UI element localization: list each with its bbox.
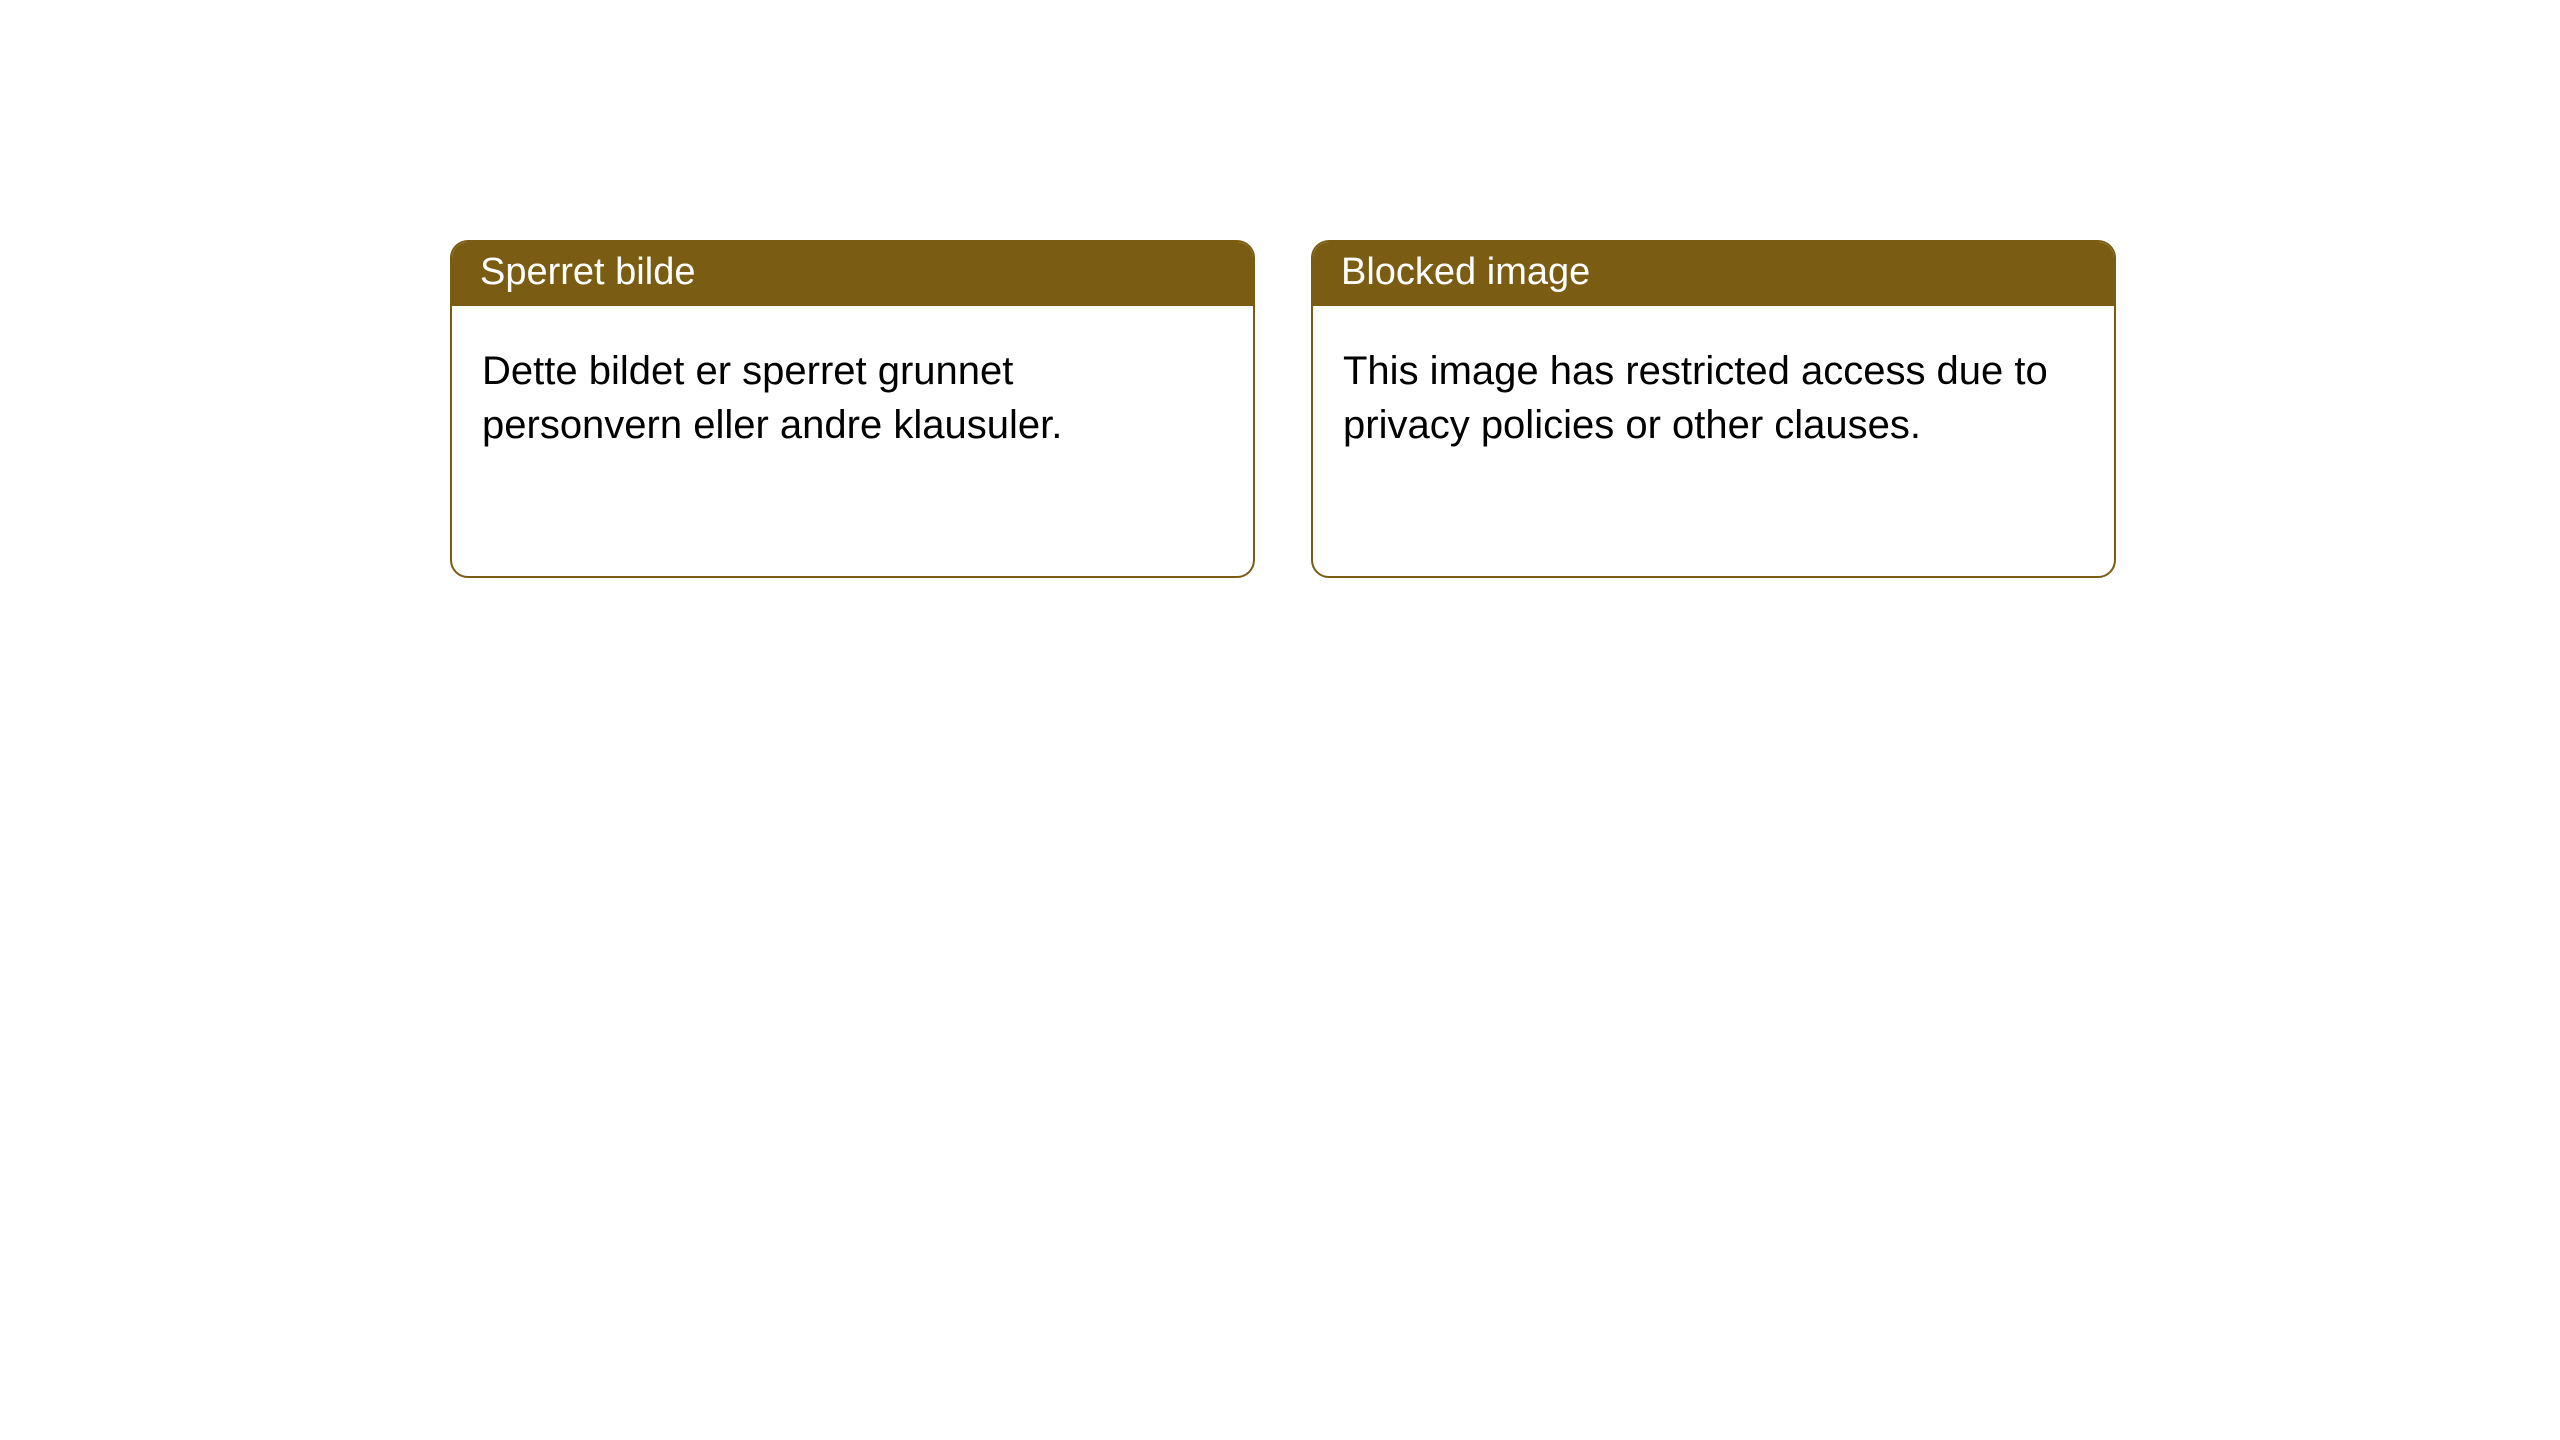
notice-card-norwegian: Sperret bilde Dette bildet er sperret gr… [450,240,1255,578]
card-body: This image has restricted access due to … [1313,306,2114,576]
notice-card-english: Blocked image This image has restricted … [1311,240,2116,578]
card-title: Blocked image [1341,251,1590,293]
card-header: Sperret bilde [452,242,1253,306]
notice-container: Sperret bilde Dette bildet er sperret gr… [0,0,2560,578]
card-body: Dette bildet er sperret grunnet personve… [452,306,1253,576]
card-message: Dette bildet er sperret grunnet personve… [482,349,1062,447]
card-message: This image has restricted access due to … [1343,349,2048,447]
card-header: Blocked image [1313,242,2114,306]
card-title: Sperret bilde [480,251,695,293]
